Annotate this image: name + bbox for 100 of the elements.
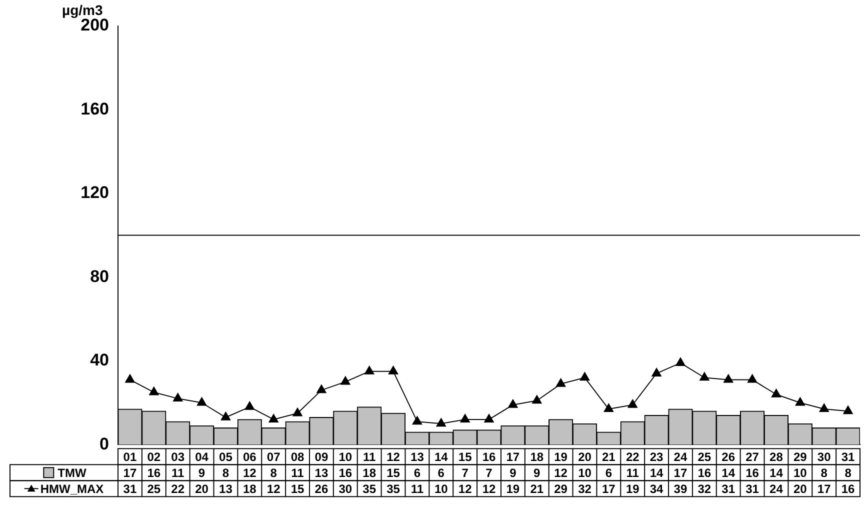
data-label: 25 [147,482,161,496]
data-label: 31 [746,482,760,496]
data-label: 7 [486,466,493,480]
data-label: 6 [438,466,445,480]
point [628,399,638,408]
x-tick-label: 26 [722,450,736,464]
point [149,386,159,396]
y-tick-label: 0 [100,434,109,454]
data-label: 7 [462,466,469,480]
point [771,388,782,398]
x-tick-label: 25 [698,450,712,464]
x-tick-label: 11 [362,450,376,464]
data-label: 11 [626,466,640,480]
point [532,395,542,404]
point [819,404,829,412]
x-tick-label: 12 [386,450,400,464]
point [580,372,590,381]
data-label: 34 [650,482,664,496]
x-tick-label: 13 [410,450,424,464]
data-label: 10 [793,466,808,480]
x-tick-label: 21 [602,450,616,464]
data-label: 6 [605,466,612,480]
legend-label: TMW [58,466,87,480]
point [795,397,805,406]
x-tick-label: 06 [242,450,257,464]
point [676,357,686,366]
x-tick-label: 20 [578,450,592,464]
data-label: 12 [482,482,496,496]
x-tick-label: 02 [147,450,161,464]
data-label: 11 [291,466,304,480]
data-label: 16 [338,466,352,480]
point [196,397,207,406]
x-tick-label: 04 [195,450,209,464]
data-label: 10 [434,482,448,496]
data-label: 8 [820,466,828,480]
data-label: 12 [242,466,257,480]
point [652,368,662,376]
data-label: 13 [219,482,233,496]
x-tick-label: 23 [650,450,664,464]
data-label: 13 [314,466,328,480]
x-tick-label: 07 [266,450,281,464]
x-tick-label: 30 [817,450,832,464]
data-label: 17 [674,466,688,480]
point [412,416,422,425]
data-label: 31 [722,482,736,496]
x-tick-label: 17 [506,450,520,464]
data-label: 14 [650,466,664,480]
x-tick-label: 15 [458,450,472,464]
data-label: 8 [222,466,230,480]
data-label: 18 [362,466,376,480]
data-label: 11 [410,482,424,496]
y-tick-label: 160 [80,99,109,118]
data-label: 18 [242,482,257,496]
data-label: 15 [290,482,305,496]
x-tick-label: 14 [434,450,448,464]
point [724,374,734,383]
point [388,366,398,374]
data-label: 31 [123,482,137,496]
data-label: 39 [674,482,688,496]
point [747,374,758,383]
x-tick-label: 19 [554,450,568,464]
data-label: 6 [414,466,421,480]
data-label: 29 [554,482,568,496]
data-label: 8 [270,466,278,480]
data-label: 30 [338,482,352,496]
data-label: 8 [844,466,852,480]
data-label: 17 [817,482,832,496]
point [484,414,494,422]
data-label: 19 [626,482,640,496]
data-label: 19 [506,482,520,496]
x-tick-label: 31 [841,450,856,464]
point [508,399,518,408]
data-label: 32 [578,482,592,496]
x-tick-label: 03 [171,450,185,464]
x-tick-label: 28 [770,450,784,464]
data-label: 35 [386,482,400,496]
data-label: 14 [770,466,784,480]
point [125,374,135,383]
data-label: 32 [698,482,712,496]
y-axis-title: µg/m3 [62,2,103,18]
x-tick-label: 05 [219,450,233,464]
data-label: 14 [722,466,736,480]
data-label: 26 [314,482,328,496]
point [604,404,614,412]
data-label: 35 [362,482,376,496]
data-label: 9 [534,466,541,480]
point [316,384,326,394]
point [460,414,470,422]
y-tick-label: 40 [90,350,109,370]
point [556,378,566,387]
data-label: 22 [171,482,185,496]
point [436,418,446,427]
x-tick-label: 22 [626,450,640,464]
x-tick-label: 08 [290,450,305,464]
y-tick-label: 200 [80,16,109,35]
data-label: 16 [698,466,712,480]
data-label: 20 [195,482,209,496]
data-label: 11 [171,466,185,480]
data-label: 21 [530,482,544,496]
point [700,372,710,381]
